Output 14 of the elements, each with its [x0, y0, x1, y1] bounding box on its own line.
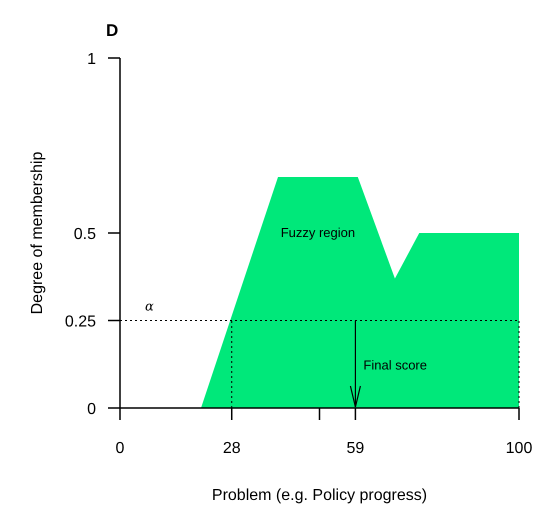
ref-line-label: α	[145, 300, 154, 314]
y-tick-label: 1	[87, 51, 96, 68]
y-tick-label: 0	[87, 401, 96, 418]
x-tick-label: 0	[116, 440, 125, 457]
chart-title: D	[106, 21, 118, 40]
x-axis-title: Problem (e.g. Policy progress)	[212, 487, 428, 504]
x-tick-label: 28	[222, 440, 241, 457]
annotation: Fuzzy region	[280, 225, 356, 240]
annotation: Final score	[363, 357, 427, 372]
y-tick-label: 0.25	[64, 314, 96, 330]
x-tick-label: 100	[506, 440, 532, 457]
y-axis-title: Degree of membership	[29, 152, 46, 314]
y-tick-label: 0.5	[74, 226, 96, 243]
x-tick-label: 59	[346, 440, 364, 457]
